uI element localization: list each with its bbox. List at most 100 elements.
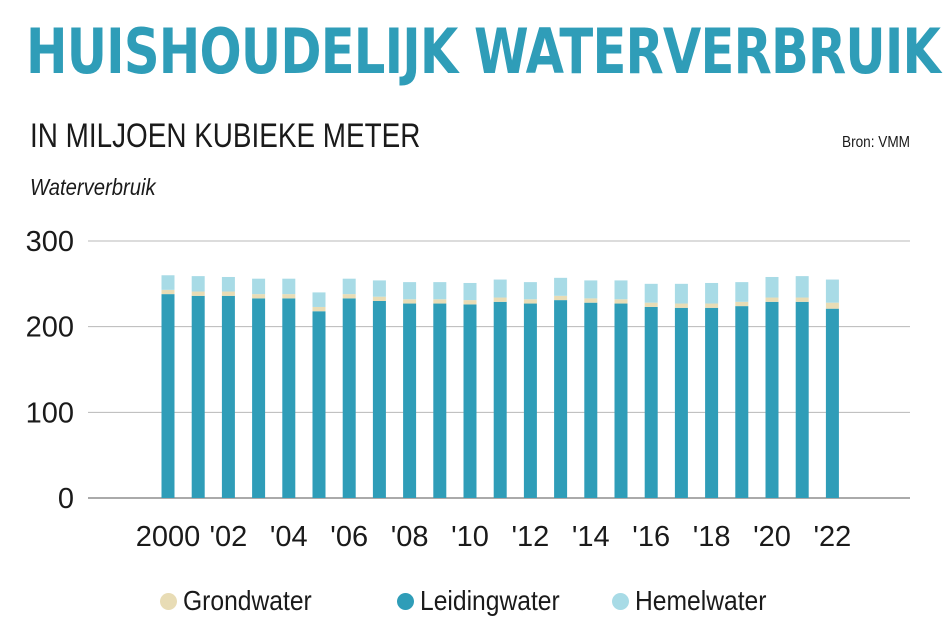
- x-tick-label: 2000: [136, 521, 201, 553]
- bar-grondwater-2019: [735, 301, 749, 307]
- bar-hemelwater-2011: [493, 279, 507, 298]
- bar-leidingwater-2010: [463, 304, 477, 498]
- bar-leidingwater-2022: [825, 308, 839, 498]
- x-tick-label: '02: [210, 521, 248, 553]
- y-tick-label: 100: [26, 397, 74, 429]
- bar-grondwater-2014: [584, 298, 598, 303]
- x-tick-label: '16: [632, 521, 670, 553]
- bar-leidingwater-2000: [161, 294, 175, 498]
- x-tick-label: '18: [693, 521, 731, 553]
- bar-grondwater-2003: [252, 294, 266, 299]
- y-tick-label: 300: [26, 226, 74, 258]
- bar-hemelwater-2016: [644, 283, 658, 303]
- bar-leidingwater-2005: [312, 311, 326, 498]
- bar-hemelwater-2002: [221, 276, 235, 292]
- bar-hemelwater-2022: [825, 279, 839, 303]
- bar-grondwater-2015: [614, 299, 628, 304]
- bar-hemelwater-2018: [705, 282, 719, 304]
- bar-grondwater-2020: [765, 297, 779, 302]
- bar-leidingwater-2013: [554, 300, 568, 498]
- bar-hemelwater-2017: [674, 283, 688, 304]
- bar-grondwater-2013: [554, 295, 568, 301]
- bar-grondwater-2018: [705, 303, 719, 308]
- bar-leidingwater-2002: [221, 295, 235, 498]
- grondwater-swatch-icon: [160, 592, 177, 610]
- bar-grondwater-2000: [161, 289, 175, 295]
- legend-label-hemelwater: Hemelwater: [635, 585, 767, 616]
- bar-leidingwater-2019: [735, 306, 749, 498]
- bar-grondwater-2012: [523, 299, 537, 304]
- x-tick-label: '06: [330, 521, 368, 553]
- x-tick-label: '10: [451, 521, 489, 553]
- bar-grondwater-2016: [644, 302, 658, 307]
- source-label: Bron: VMM: [841, 134, 910, 151]
- x-tick-label: '08: [391, 521, 429, 553]
- bar-hemelwater-2006: [342, 278, 356, 295]
- bar-leidingwater-2018: [705, 307, 719, 498]
- bar-leidingwater-2001: [191, 295, 205, 498]
- legend-label-leidingwater: Leidingwater: [420, 585, 560, 616]
- bar-hemelwater-2007: [372, 280, 386, 297]
- bar-leidingwater-2003: [252, 298, 266, 498]
- bar-hemelwater-2019: [735, 282, 749, 302]
- bar-leidingwater-2009: [433, 303, 447, 498]
- bar-hemelwater-2000: [161, 275, 175, 290]
- bar-leidingwater-2011: [493, 301, 507, 498]
- bar-hemelwater-2010: [463, 282, 477, 301]
- water-usage-chart: 0 100 200 300 2000 '02 '04 '06 '08 '10 '12 '14 '16 '1…: [26, 226, 910, 553]
- bar-grondwater-2001: [191, 291, 205, 296]
- legend-item-hemelwater: Hemelwater: [612, 584, 784, 618]
- legend-label-grondwater: Grondwater: [183, 585, 312, 616]
- bar-leidingwater-2020: [765, 301, 779, 498]
- legend-item-leidingwater: Leidingwater: [397, 584, 579, 618]
- y-axis-label: Waterverbruik: [30, 174, 156, 200]
- bar-hemelwater-2014: [584, 280, 598, 299]
- bar-hemelwater-2004: [282, 278, 296, 295]
- x-tick-label: '12: [512, 521, 550, 553]
- legend: Grondwater Leidingwater Hemelwater: [0, 584, 948, 620]
- bar-leidingwater-2016: [644, 306, 658, 498]
- bar-grondwater-2022: [825, 302, 839, 309]
- bar-hemelwater-2001: [191, 276, 205, 292]
- bar-leidingwater-2008: [403, 303, 417, 498]
- x-tick-label: '22: [814, 521, 852, 553]
- bar-grondwater-2021: [795, 297, 809, 302]
- x-tick-label: '20: [753, 521, 791, 553]
- bar-hemelwater-2012: [523, 282, 537, 300]
- bar-grondwater-2008: [403, 299, 417, 304]
- bar-hemelwater-2013: [554, 277, 568, 296]
- bar-hemelwater-2009: [433, 282, 447, 300]
- x-tick-label: '14: [572, 521, 610, 553]
- hemelwater-swatch-icon: [612, 592, 629, 610]
- bar-grondwater-2011: [493, 297, 507, 302]
- chart-title: HUISHOUDELIJK WATERVERBRUIK: [26, 15, 941, 88]
- bar-leidingwater-2007: [372, 300, 386, 498]
- bar-grondwater-2010: [463, 300, 477, 305]
- bar-hemelwater-2003: [252, 278, 266, 295]
- bar-leidingwater-2006: [342, 298, 356, 498]
- y-tick-label: 0: [58, 483, 74, 515]
- legend-item-grondwater: Grondwater: [160, 584, 329, 618]
- chart-subtitle: IN MILJOEN KUBIEKE METER: [30, 117, 421, 155]
- bar-leidingwater-2014: [584, 302, 598, 498]
- bar-grondwater-2004: [282, 294, 296, 299]
- bar-leidingwater-2021: [795, 301, 809, 498]
- x-tick-label: '04: [270, 521, 308, 553]
- bar-grondwater-2017: [674, 303, 688, 308]
- bar-grondwater-2005: [312, 306, 326, 312]
- bar-hemelwater-2008: [403, 282, 417, 300]
- bar-hemelwater-2015: [614, 280, 628, 300]
- bar-hemelwater-2005: [312, 292, 326, 307]
- bar-leidingwater-2004: [282, 298, 296, 498]
- bar-leidingwater-2015: [614, 303, 628, 498]
- leidingwater-swatch-icon: [397, 592, 414, 610]
- y-tick-label: 200: [26, 312, 74, 344]
- bar-grondwater-2002: [221, 291, 235, 296]
- bar-grondwater-2009: [433, 299, 447, 304]
- bar-leidingwater-2017: [674, 307, 688, 498]
- bar-grondwater-2006: [342, 294, 356, 299]
- bar-leidingwater-2012: [523, 303, 537, 498]
- bar-hemelwater-2020: [765, 276, 779, 298]
- bar-grondwater-2007: [372, 296, 386, 301]
- bar-hemelwater-2021: [795, 276, 809, 298]
